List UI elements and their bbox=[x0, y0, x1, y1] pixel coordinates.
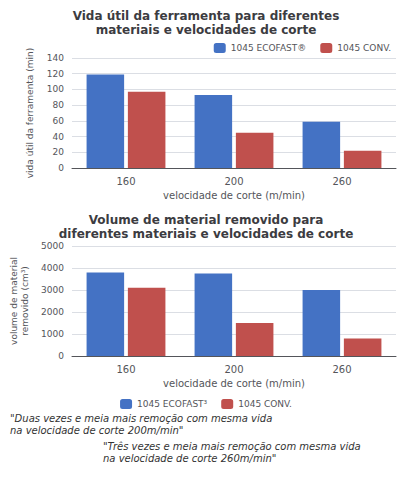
svg-text:na velocidade de corte 200m/mi: na velocidade de corte 200m/min" bbox=[10, 425, 183, 436]
svg-text:200: 200 bbox=[224, 176, 243, 187]
svg-text:velocidade de corte (m/min): velocidade de corte (m/min) bbox=[163, 378, 305, 389]
svg-text:260: 260 bbox=[332, 364, 351, 375]
svg-text:40: 40 bbox=[53, 132, 65, 142]
svg-text:Vida útil da ferramenta para d: Vida útil da ferramenta para diferentes bbox=[73, 9, 340, 23]
svg-text:na velocidade de corte 260m/mi: na velocidade de corte 260m/min" bbox=[103, 453, 276, 464]
svg-text:1045 CONV.: 1045 CONV. bbox=[337, 43, 391, 53]
svg-text:120: 120 bbox=[47, 69, 64, 79]
svg-text:3000: 3000 bbox=[41, 285, 64, 295]
svg-text:20: 20 bbox=[53, 147, 65, 157]
svg-text:60: 60 bbox=[53, 116, 65, 126]
svg-text:1045 ECOFAST³: 1045 ECOFAST³ bbox=[137, 399, 208, 409]
svg-text:volume de material: volume de material bbox=[9, 257, 19, 345]
svg-text:260: 260 bbox=[332, 176, 351, 187]
svg-text:materiais e velocidades de cor: materiais e velocidades de corte bbox=[96, 23, 317, 37]
svg-text:1000: 1000 bbox=[41, 329, 64, 339]
svg-text:1045 CONV.: 1045 CONV. bbox=[238, 399, 292, 409]
svg-text:"Três vezes e meia mais remoçã: "Três vezes e meia mais remoção com mesm… bbox=[103, 441, 361, 452]
svg-text:4000: 4000 bbox=[41, 263, 64, 273]
svg-text:velocidade de corte (m/min): velocidade de corte (m/min) bbox=[163, 190, 305, 201]
svg-text:1045 ECOFAST®: 1045 ECOFAST® bbox=[231, 43, 307, 53]
svg-text:Volume de material removido pa: Volume de material removido para bbox=[89, 213, 324, 227]
svg-text:140: 140 bbox=[47, 53, 64, 63]
svg-text:vida útil da ferramenta (min): vida útil da ferramenta (min) bbox=[25, 48, 35, 178]
svg-text:80: 80 bbox=[53, 100, 65, 110]
svg-text:160: 160 bbox=[116, 176, 135, 187]
svg-text:0: 0 bbox=[58, 351, 64, 361]
svg-text:200: 200 bbox=[224, 364, 243, 375]
svg-text:5000: 5000 bbox=[41, 241, 64, 251]
svg-text:"Duas vezes e meia mais remoçã: "Duas vezes e meia mais remoção com mesm… bbox=[10, 413, 272, 424]
svg-text:diferentes materiais e velocid: diferentes materiais e velocidades de co… bbox=[59, 227, 354, 241]
svg-text:0: 0 bbox=[58, 163, 64, 173]
svg-text:removido (cm³): removido (cm³) bbox=[20, 266, 30, 336]
svg-text:100: 100 bbox=[47, 84, 64, 94]
svg-text:2000: 2000 bbox=[41, 307, 64, 317]
svg-text:160: 160 bbox=[116, 364, 135, 375]
